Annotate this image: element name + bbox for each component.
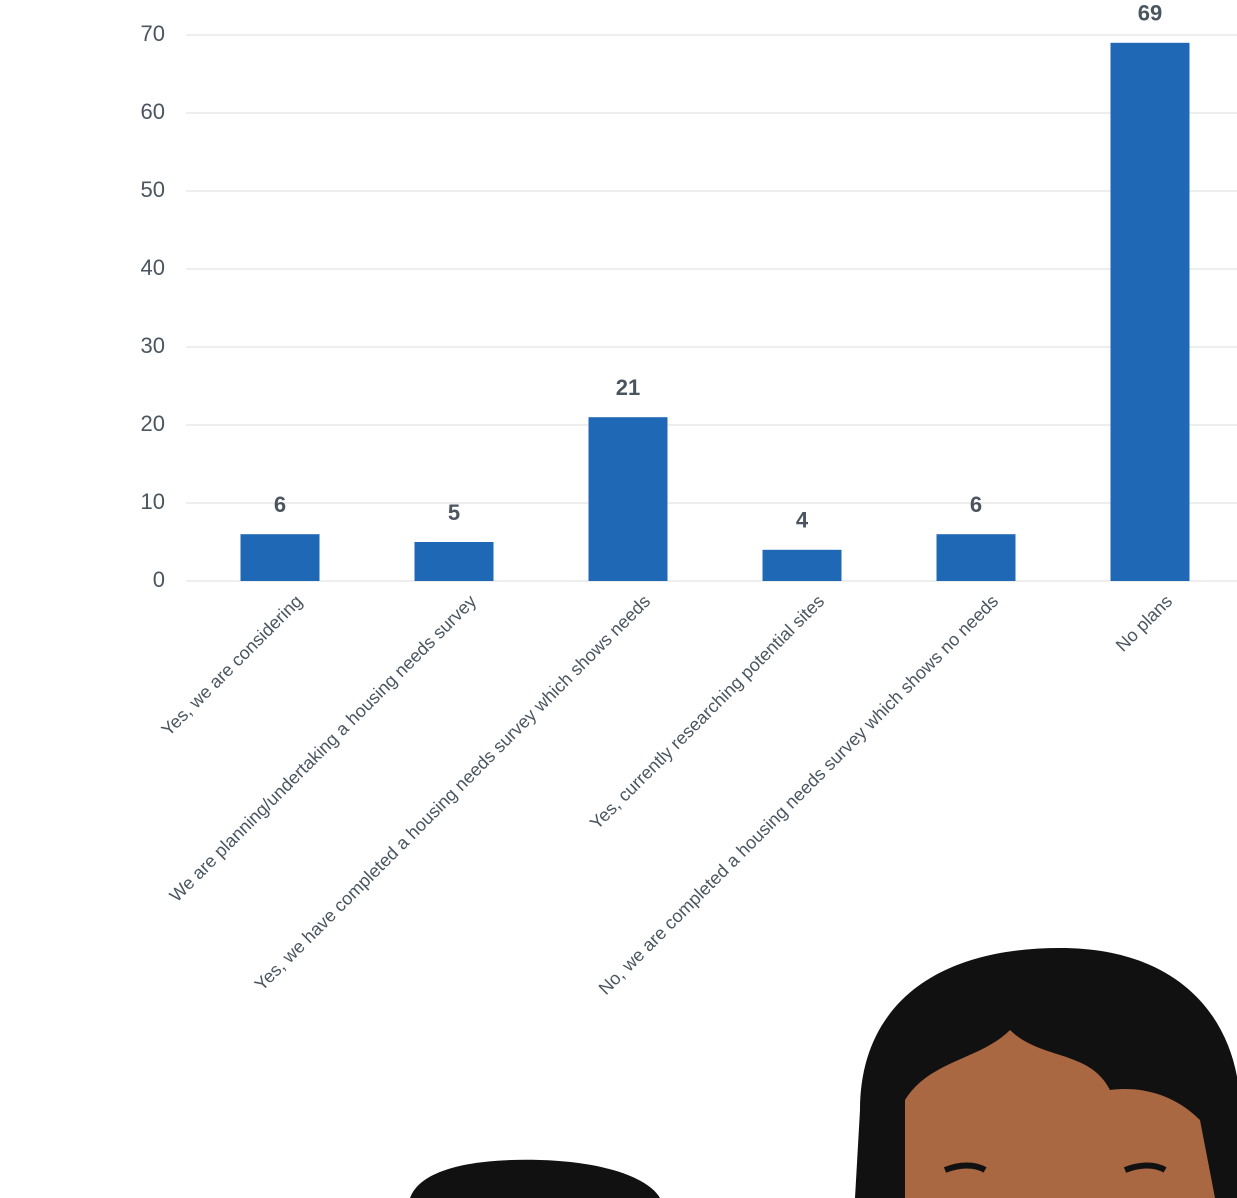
x-tick-label: Yes, we have completed a housing needs s… (251, 591, 655, 995)
x-tick-label: We are planning/undertaking a housing ne… (166, 591, 481, 906)
y-tick-label: 50 (141, 177, 165, 202)
value-label: 4 (796, 508, 809, 533)
x-tick-label: No, we are completed a housing needs sur… (595, 591, 1003, 999)
y-tick-label: 0 (153, 567, 165, 592)
value-label: 21 (616, 375, 640, 400)
value-label: 6 (274, 492, 286, 517)
y-tick-label: 60 (141, 99, 165, 124)
bar (762, 549, 842, 581)
illustration (410, 948, 1237, 1198)
bar (588, 417, 668, 581)
x-tick-label: No plans (1112, 591, 1176, 655)
y-tick-label: 40 (141, 255, 165, 280)
x-tick-label: Yes, we are considering (157, 591, 306, 740)
value-label: 69 (1138, 1, 1162, 26)
value-label: 5 (448, 500, 460, 525)
bar (414, 542, 494, 581)
y-tick-label: 10 (141, 489, 165, 514)
y-tick-label: 70 (141, 21, 165, 46)
y-tick-label: 30 (141, 333, 165, 358)
bar (1110, 42, 1190, 582)
y-tick-label: 20 (141, 411, 165, 436)
value-label: 6 (970, 492, 982, 517)
bar (240, 534, 320, 581)
bar (936, 534, 1016, 581)
